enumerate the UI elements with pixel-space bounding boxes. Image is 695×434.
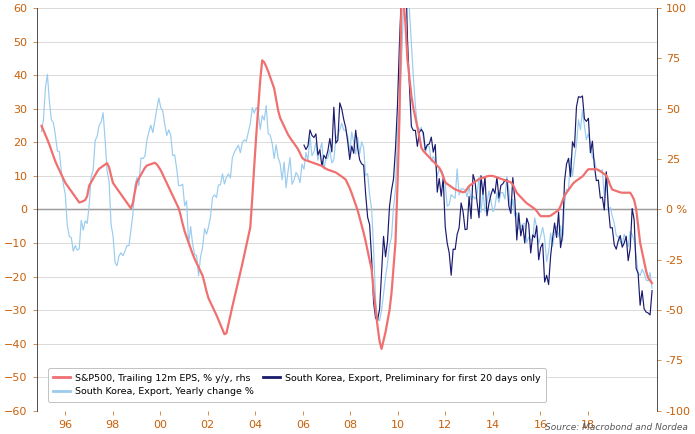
Text: Source: Macrobond and Nordea: Source: Macrobond and Nordea (545, 423, 688, 432)
Legend: S&P500, Trailing 12m EPS, % y/y, rhs, South Korea, Export, Yearly change %, Sout: S&P500, Trailing 12m EPS, % y/y, rhs, So… (48, 368, 546, 402)
